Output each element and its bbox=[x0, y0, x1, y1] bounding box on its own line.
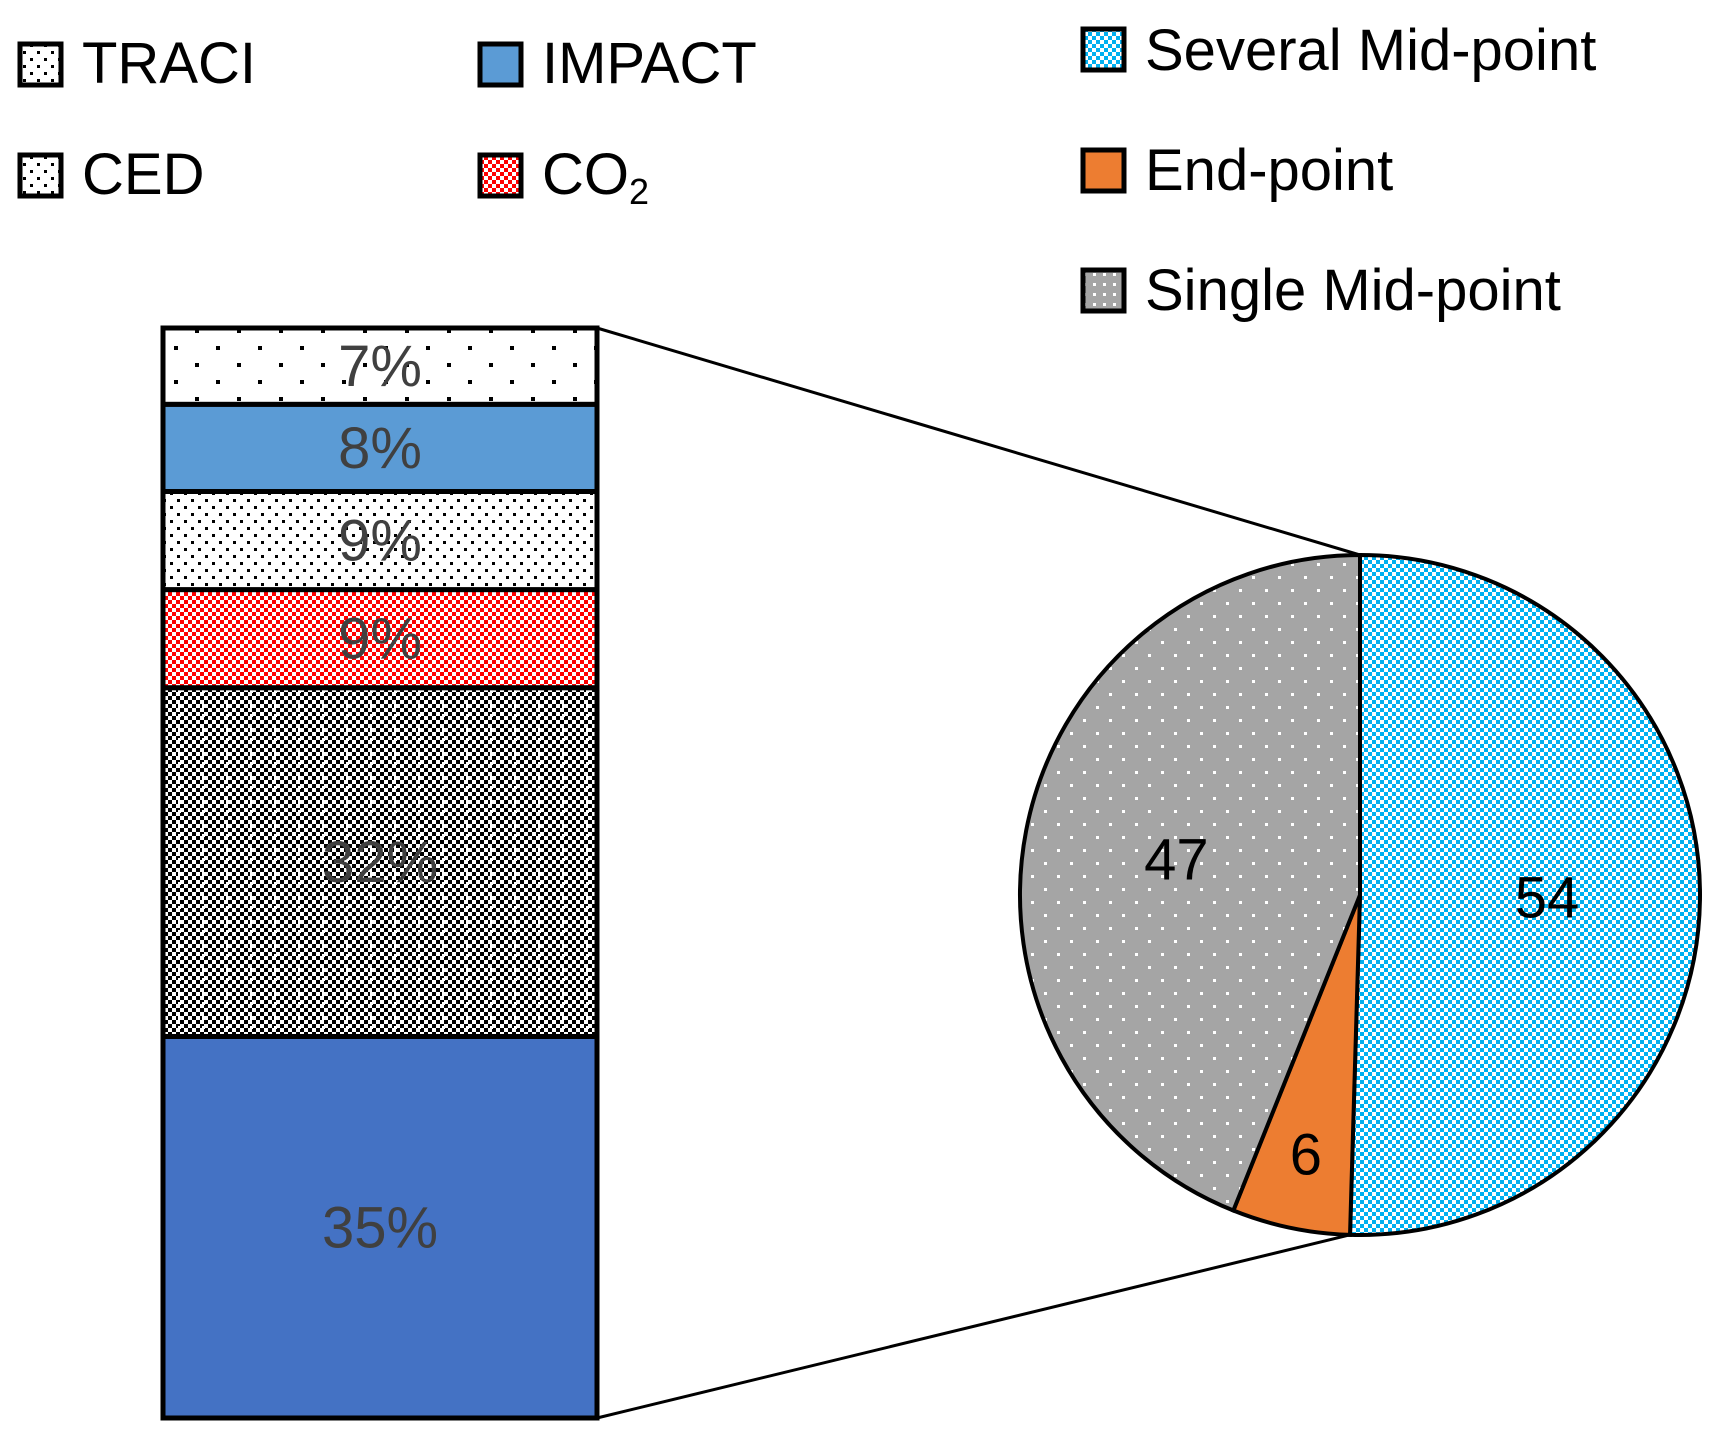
pie-label-single-mid-point: 47 bbox=[1144, 828, 1209, 893]
pie-label-end-point: 6 bbox=[1290, 1123, 1322, 1188]
connector-line-top bbox=[596, 326, 1361, 557]
bar-label-traci: 7% bbox=[338, 334, 422, 399]
legend-label-single-mid-point: Single Mid-point bbox=[1145, 258, 1561, 323]
bar-label-impact-2002: 35% bbox=[322, 1195, 438, 1260]
pie-chart: 54 6 47 bbox=[1018, 552, 1703, 1237]
bar-label-ced: 9% bbox=[338, 509, 422, 574]
bar-label-impact: 8% bbox=[338, 416, 422, 481]
pie-label-several-mid-point: 54 bbox=[1515, 866, 1580, 931]
bar-segment-ced bbox=[160, 489, 600, 593]
legend-left: TRACI IMPACT CED CO2 bbox=[17, 31, 757, 212]
legend-label-co2-main: CO bbox=[542, 142, 629, 207]
bar-segment-impact bbox=[160, 401, 600, 494]
legend-swatch-impact bbox=[477, 41, 524, 88]
bar-segment-impact-2002 bbox=[160, 1034, 600, 1421]
legend-label-ced: CED bbox=[82, 142, 204, 207]
legend-right: Several Mid-point End-point Single Mid-p… bbox=[1080, 18, 1596, 323]
pie-slice-single-mid-point bbox=[1018, 552, 1362, 1214]
legend-item-impact: IMPACT bbox=[477, 31, 757, 96]
legend-label-several-mid-point: Several Mid-point bbox=[1145, 18, 1596, 83]
bar-label-recipe: 32% bbox=[322, 830, 438, 895]
legend-item-traci: TRACI bbox=[17, 31, 256, 96]
legend-swatch-co2 bbox=[477, 152, 524, 199]
legend-swatch-ced bbox=[17, 152, 64, 199]
legend-label-co2-sub: 2 bbox=[629, 171, 649, 212]
legend-swatch-single-mid-point bbox=[1080, 267, 1127, 314]
legend-item-end-point: End-point bbox=[1080, 138, 1393, 203]
connector-line-bottom bbox=[596, 1233, 1351, 1420]
stacked-bar: 35% 32% 9% 9% 8% 7% bbox=[160, 325, 600, 1421]
pie-slice-several-mid-point bbox=[1347, 552, 1703, 1237]
legend-swatch-traci bbox=[17, 41, 64, 88]
bar-segment-traci bbox=[160, 325, 600, 407]
legend-item-co2: CO2 bbox=[477, 142, 649, 212]
legend-swatch-end-point bbox=[1080, 147, 1127, 194]
legend-item-single-mid-point: Single Mid-point bbox=[1080, 258, 1561, 323]
bar-label-co2: 9% bbox=[338, 607, 422, 672]
legend-label-traci: TRACI bbox=[82, 31, 256, 96]
legend-label-co2: CO2 bbox=[542, 142, 649, 212]
legend-item-ced: CED bbox=[17, 142, 204, 207]
bar-segment-recipe bbox=[160, 685, 600, 1039]
legend-swatch-several-mid-point bbox=[1080, 26, 1127, 73]
legend-label-impact: IMPACT bbox=[542, 31, 757, 96]
legend-label-end-point: End-point bbox=[1145, 138, 1393, 203]
legend-item-several-mid-point: Several Mid-point bbox=[1080, 18, 1596, 83]
